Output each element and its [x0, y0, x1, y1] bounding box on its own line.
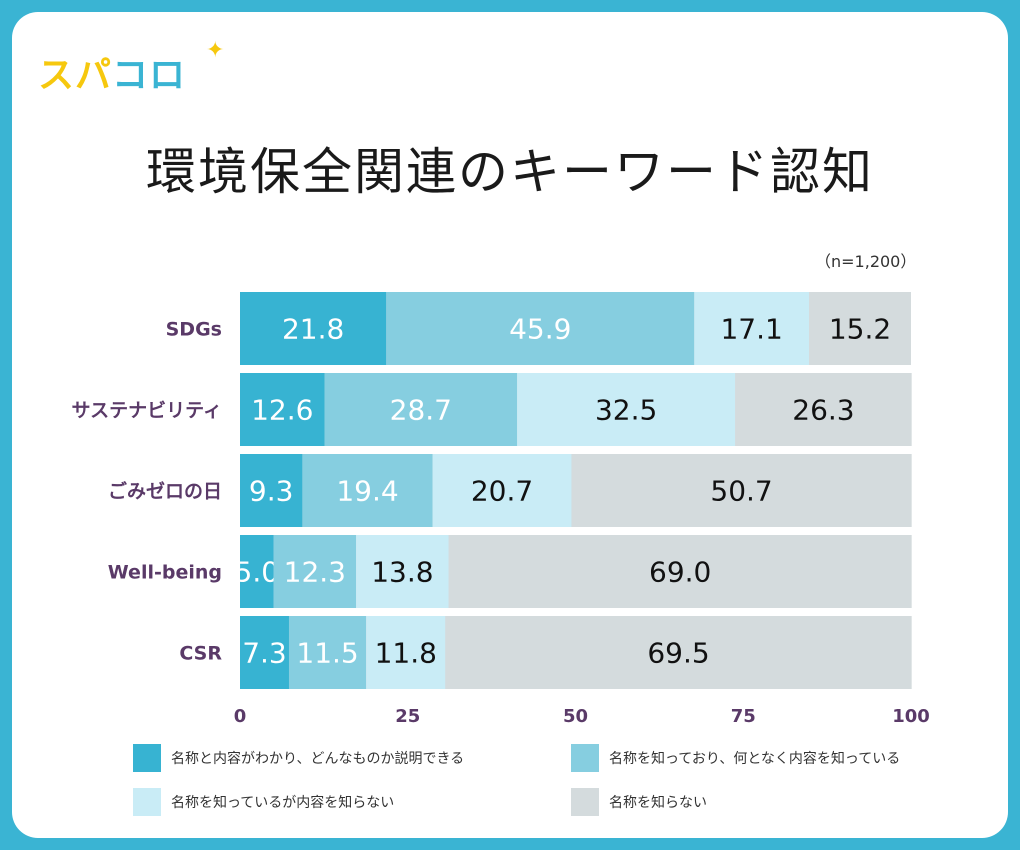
data-label: 15.2 [829, 313, 891, 346]
data-label: 69.0 [649, 556, 711, 589]
bar-segment [735, 373, 912, 446]
bar-segment [324, 373, 518, 446]
bar-segment [445, 616, 912, 689]
data-label: 21.8 [282, 313, 344, 346]
category-label: サステナビリティ [72, 400, 222, 422]
bar-segment [571, 454, 912, 527]
bar-segment [240, 535, 274, 608]
bar-segment [240, 616, 289, 689]
data-label: 5.0 [235, 556, 280, 589]
bar-segment [302, 454, 433, 527]
data-label: 11.5 [296, 637, 358, 670]
bar-segment [240, 292, 387, 365]
bar-segment [366, 616, 446, 689]
bar-segment [240, 454, 303, 527]
x-tick-label: 25 [395, 706, 420, 727]
data-label: 45.9 [509, 313, 571, 346]
sample-size-label: （n=1,200） [815, 252, 917, 271]
bar-segment [448, 535, 912, 608]
data-label: 11.8 [375, 637, 437, 670]
data-label: 26.3 [792, 394, 854, 427]
data-label: 28.7 [390, 394, 452, 427]
bar-segment [273, 535, 357, 608]
chart-title: 環境保全関連のキーワード認知 [146, 143, 874, 201]
brand-logo-part1: スパ [38, 55, 113, 96]
data-label: 7.3 [242, 637, 287, 670]
data-label: 19.4 [336, 475, 398, 508]
category-label: Well-being [108, 562, 222, 584]
bar-segment [432, 454, 572, 527]
bar-segment [517, 373, 736, 446]
brand-logo: スパコロ ✦ [38, 38, 224, 98]
data-label: 17.1 [720, 313, 782, 346]
bar-segment [288, 616, 367, 689]
bar-segment [694, 292, 810, 365]
data-label: 69.5 [647, 637, 709, 670]
sparkle-icon: ✦ [206, 38, 226, 63]
bar-segment [386, 292, 695, 365]
data-label: 32.5 [595, 394, 657, 427]
bar-segment [356, 535, 449, 608]
bar-segment [809, 292, 911, 365]
x-tick-label: 50 [563, 706, 588, 727]
x-tick-label: 0 [234, 706, 247, 727]
data-label: 20.7 [471, 475, 533, 508]
category-label: ごみゼロの日 [108, 480, 222, 503]
data-label: 13.8 [371, 556, 433, 589]
brand-logo-part2: コロ [112, 55, 187, 96]
x-tick-label: 75 [731, 706, 756, 727]
category-label: SDGs [166, 319, 222, 341]
category-label: CSR [179, 643, 222, 665]
data-label: 9.3 [249, 475, 294, 508]
bar-segment [240, 373, 325, 446]
data-label: 12.3 [284, 556, 346, 589]
data-label: 50.7 [710, 475, 772, 508]
data-label: 12.6 [251, 394, 313, 427]
x-tick-label: 100 [892, 706, 930, 727]
